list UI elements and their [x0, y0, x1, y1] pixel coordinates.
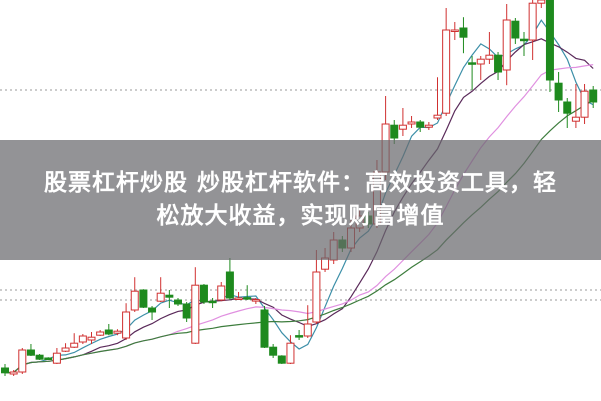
candle-body: [442, 29, 451, 114]
candle-body: [545, 0, 554, 81]
candle-body: [286, 342, 295, 364]
candle-body: [424, 124, 433, 128]
candle-body: [407, 121, 416, 125]
headline-overlay: 股票杠杆炒股 炒股杠杆软件：高效投资工具，轻 松放大收益，实现财富增值: [0, 140, 601, 260]
candle-body: [174, 299, 182, 305]
candle-body: [563, 101, 572, 114]
candle-body: [433, 114, 442, 119]
candle-body: [104, 329, 113, 335]
candle-body: [390, 124, 399, 139]
candle-body: [18, 349, 27, 373]
candle-body: [208, 300, 217, 304]
candle-body: [251, 299, 260, 302]
candle-body: [260, 309, 269, 348]
candle-body: [148, 307, 157, 313]
candle-body: [156, 292, 165, 302]
candle-body: [269, 346, 278, 356]
candle-body: [243, 297, 252, 300]
candle-body: [113, 330, 122, 334]
candle-body: [502, 19, 511, 71]
headline-line-1: 股票杠杆炒股 炒股杠杆软件：高效投资工具，轻: [43, 170, 557, 196]
candle-body: [225, 271, 234, 299]
candle-body: [571, 116, 580, 122]
candle-body: [44, 357, 53, 360]
candle-body: [554, 82, 563, 101]
candle-body: [295, 335, 304, 338]
candle-body: [416, 121, 425, 128]
headline-line-2: 松放大收益，实现财富增值: [156, 203, 445, 229]
candle-body: [70, 342, 79, 348]
candle-body: [87, 336, 96, 341]
candle-body: [26, 349, 35, 356]
candle-body: [217, 285, 226, 301]
candle-body: [122, 311, 131, 339]
candle-body: [52, 352, 61, 364]
candle-body: [1, 367, 9, 374]
candle-body: [199, 284, 208, 303]
ma5-line: [4, 19, 594, 374]
ma10-line: [4, 38, 594, 374]
candle-body: [78, 335, 87, 343]
candle-body: [459, 27, 468, 38]
candle-body: [450, 29, 459, 32]
candle-body: [589, 89, 598, 103]
candle-body: [234, 297, 243, 300]
candle-body: [165, 294, 174, 298]
candle-body: [485, 54, 494, 60]
candle-body: [511, 20, 520, 39]
candle-body: [303, 323, 312, 337]
candle-body: [580, 90, 589, 118]
candle-body: [35, 354, 44, 360]
candle-body: [277, 355, 286, 364]
candle-body: [468, 62, 477, 65]
candle-body: [537, 0, 546, 4]
candle-body: [96, 331, 105, 336]
candle-body: [139, 289, 148, 308]
candle-body: [312, 271, 321, 323]
candle-body: [476, 58, 485, 65]
candle-body: [528, 2, 537, 41]
candle-body: [191, 284, 200, 344]
candle-body: [182, 303, 191, 319]
candle-body: [9, 371, 18, 375]
candle-body: [130, 290, 139, 311]
candle-body: [494, 54, 503, 73]
candle-body: [520, 38, 528, 42]
candle-body: [398, 124, 407, 130]
candle-body: [61, 347, 70, 352]
